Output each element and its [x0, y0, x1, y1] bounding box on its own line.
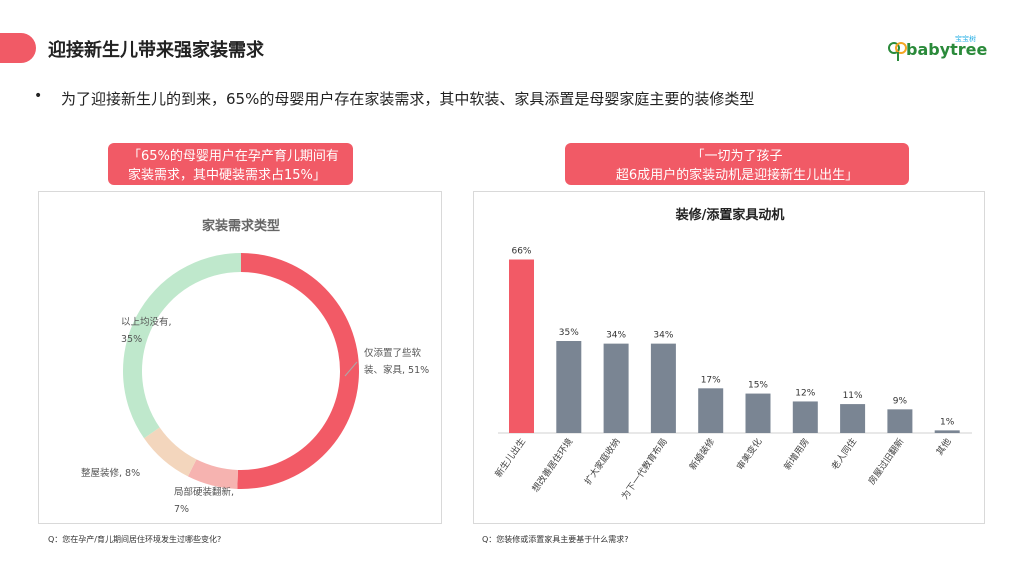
bar-value-label: 11%: [843, 391, 863, 401]
bar: [650, 343, 676, 433]
bar-category-label: 房屋过旧翻新: [866, 436, 907, 487]
bar-category-label: 为下一代教育布局: [619, 436, 670, 502]
donut-slice: [187, 459, 238, 489]
donut-slice: [144, 427, 197, 477]
donut-data-label: 局部硬装翻新,: [174, 486, 234, 498]
donut-data-label: 7%: [174, 504, 189, 515]
bar: [934, 430, 960, 433]
donut-chart-title: 家装需求类型: [202, 218, 280, 234]
donut-slice: [237, 253, 359, 490]
bar-chart: 装修/添置家具动机 66% 新生儿出生 35% 想改善居住环境 34% 扩大家庭收纳 34%…: [492, 207, 972, 502]
donut-slice: [123, 253, 241, 439]
bar: [840, 404, 866, 433]
bar-category-label: 扩大家庭收纳: [582, 436, 623, 487]
bar-category-label: 新增用房: [781, 436, 811, 472]
bar: [698, 388, 724, 433]
donut-chart-panel: 家装需求类型 仅添置了些软 装、家具, 51% 局部硬装翻新, 7% 整屋装修, 8% 以…: [38, 191, 442, 524]
bar-chart-title: 装修/添置家具动机: [675, 207, 785, 223]
callout-left-line-2: 家装需求，其中硬装需求占15%」: [128, 168, 326, 183]
logo-cn-text: 宝宝树: [955, 35, 976, 43]
summary-text: 为了迎接新生儿的到来，65%的母婴用户存在家装需求，其中软装、家具添置是母婴家庭…: [61, 90, 755, 108]
donut-data-label: 整屋装修, 8%: [81, 467, 140, 479]
bar: [792, 401, 818, 433]
bar-value-label: 12%: [795, 388, 815, 398]
callout-left: 「65%的母婴用户在孕产育儿期间有 家装需求，其中硬装需求占15%」: [108, 143, 353, 185]
tree-icon: [888, 42, 907, 61]
callout-right: 「一切为了孩子 超6成用户的家装动机是迎接新生儿出生」: [565, 143, 909, 185]
donut-data-label: 35%: [121, 334, 142, 345]
donut-data-label: 以上均没有,: [121, 316, 172, 328]
donut-data-label: 装、家具, 51%: [364, 364, 429, 376]
bar-value-label: 15%: [748, 381, 768, 391]
bar-category-label: 老人同住: [829, 436, 859, 472]
footnote-left: Q：您在孕产/育儿期间居住环境发生过哪些变化?: [48, 535, 222, 544]
callout-left-line-1: 「65%的母婴用户在孕产育儿期间有: [128, 149, 339, 164]
bar: [603, 343, 629, 433]
bar-category-label: 其他: [933, 436, 953, 458]
bar-value-label: 9%: [893, 396, 908, 406]
callout-right-line-1: 「一切为了孩子: [691, 149, 783, 164]
bar-value-label: 34%: [606, 331, 626, 341]
babytree-logo: [888, 36, 998, 66]
callout-right-line-2: 超6成用户的家装动机是迎接新生儿出生」: [615, 168, 859, 183]
bar-value-label: 66%: [511, 247, 531, 257]
bar-chart-panel: 装修/添置家具动机 66% 新生儿出生 35% 想改善居住环境 34% 扩大家庭收纳 34%…: [473, 191, 985, 524]
bar-value-label: 17%: [701, 375, 721, 385]
bar-category-label: 审美变化: [734, 436, 764, 472]
bar-value-label: 34%: [653, 331, 673, 341]
bar-value-label: 1%: [940, 417, 955, 427]
bar: [745, 393, 771, 433]
bar: [509, 259, 534, 433]
bar: [556, 341, 582, 433]
page-title: 迎接新生儿带来强家装需求: [48, 40, 264, 61]
footnote-right: Q：您装修或添置家具主要基于什么需求?: [482, 535, 629, 544]
bullet-mark: •: [34, 88, 43, 104]
title-accent-bar: [0, 33, 36, 63]
bar-value-label: 35%: [559, 328, 579, 338]
logo-text: babytree: [906, 40, 988, 59]
donut-data-label: 仅添置了些软: [364, 347, 422, 359]
bar-category-label: 新婚装修: [687, 436, 717, 472]
bar-category-label: 想改善居住环境: [529, 436, 575, 495]
bar: [887, 409, 913, 433]
bar-category-label: 新生儿出生: [492, 436, 528, 480]
donut-leader-line: [344, 361, 358, 377]
